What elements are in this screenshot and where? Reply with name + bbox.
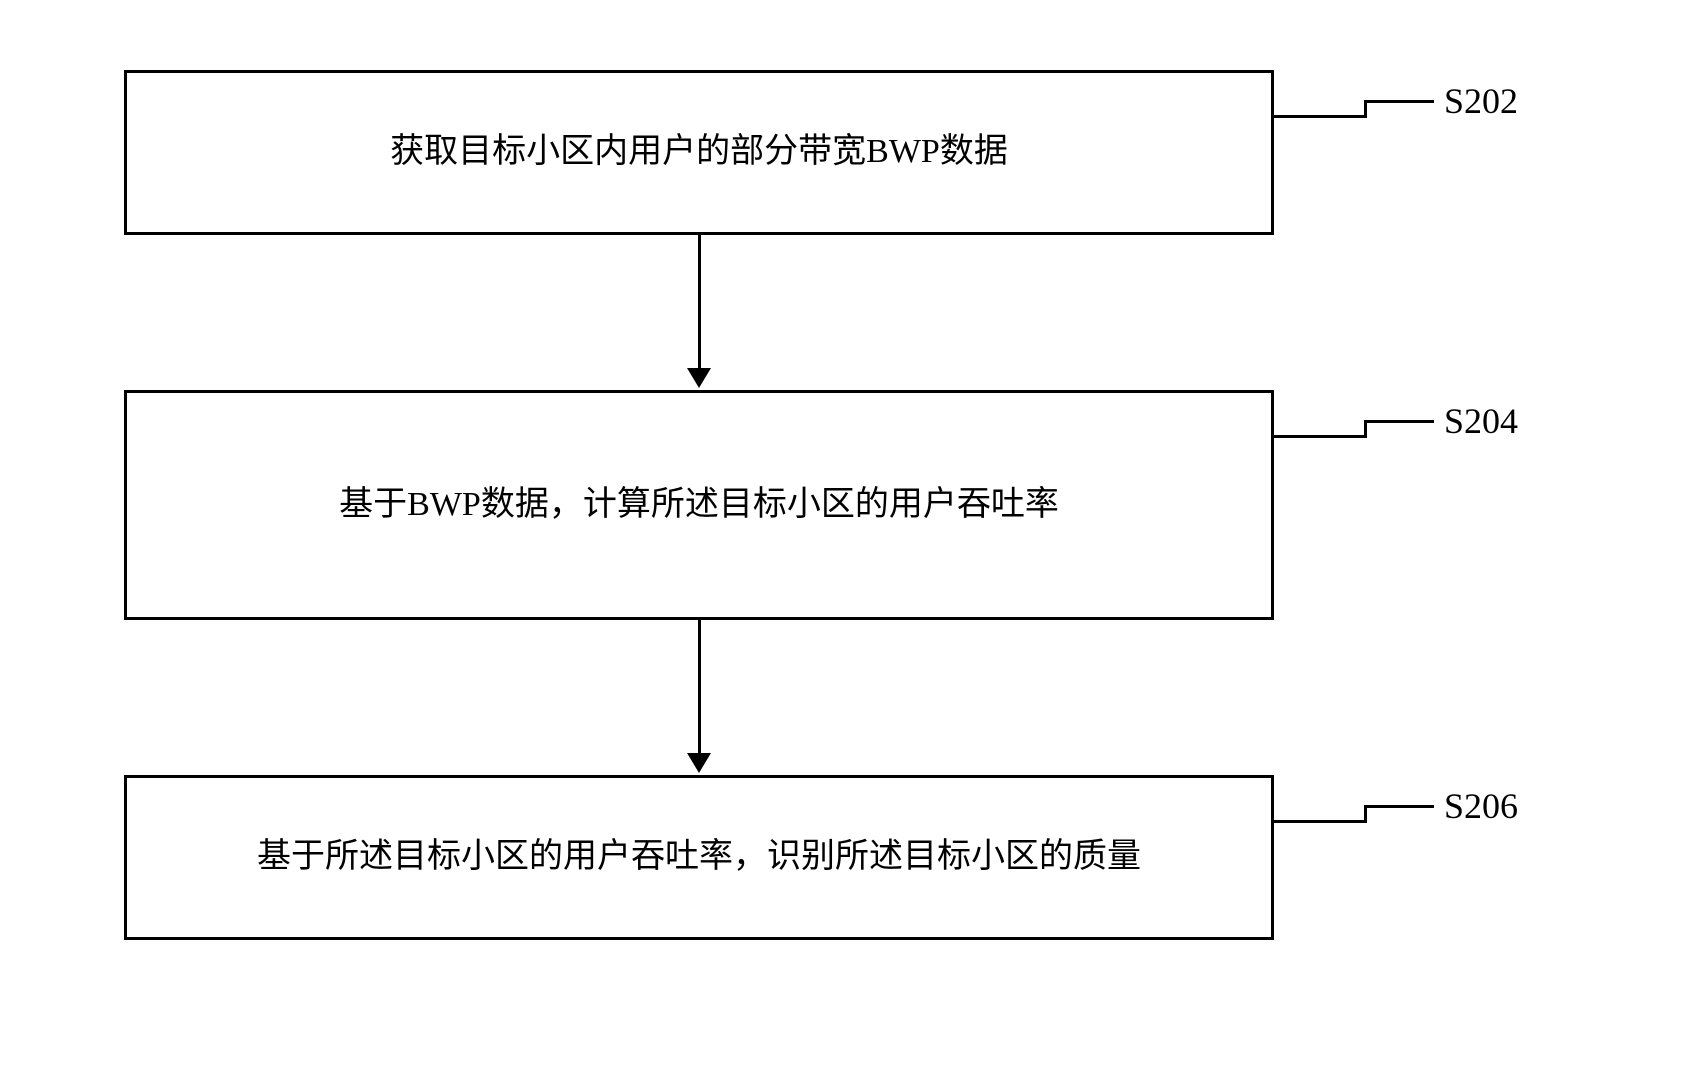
connector-s202-h1 bbox=[1274, 115, 1364, 118]
arrow-2-head bbox=[687, 753, 711, 773]
connector-s206-h2 bbox=[1364, 805, 1434, 808]
step-label-s204: S204 bbox=[1444, 400, 1518, 442]
flow-box-2: 基于BWP数据，计算所述目标小区的用户吞吐率 bbox=[124, 390, 1274, 620]
connector-s202-h2 bbox=[1364, 100, 1434, 103]
arrow-1-head bbox=[687, 368, 711, 388]
step-label-s206: S206 bbox=[1444, 785, 1518, 827]
arrow-1-line bbox=[698, 235, 701, 368]
connector-s204-h1 bbox=[1274, 435, 1364, 438]
flow-box-2-text: 基于BWP数据，计算所述目标小区的用户吞吐率 bbox=[339, 478, 1059, 532]
arrow-1 bbox=[687, 235, 711, 388]
flow-box-1-text: 获取目标小区内用户的部分带宽BWP数据 bbox=[390, 125, 1008, 179]
step-label-s202: S202 bbox=[1444, 80, 1518, 122]
connector-s204-h2 bbox=[1364, 420, 1434, 423]
flow-box-3: 基于所述目标小区的用户吞吐率，识别所述目标小区的质量 bbox=[124, 775, 1274, 940]
arrow-2 bbox=[687, 620, 711, 773]
arrow-2-line bbox=[698, 620, 701, 753]
flow-box-1: 获取目标小区内用户的部分带宽BWP数据 bbox=[124, 70, 1274, 235]
flow-box-3-text: 基于所述目标小区的用户吞吐率，识别所述目标小区的质量 bbox=[257, 830, 1141, 884]
connector-s206-h1 bbox=[1274, 820, 1364, 823]
flowchart-diagram: 获取目标小区内用户的部分带宽BWP数据 基于BWP数据，计算所述目标小区的用户吞… bbox=[94, 40, 1594, 1030]
